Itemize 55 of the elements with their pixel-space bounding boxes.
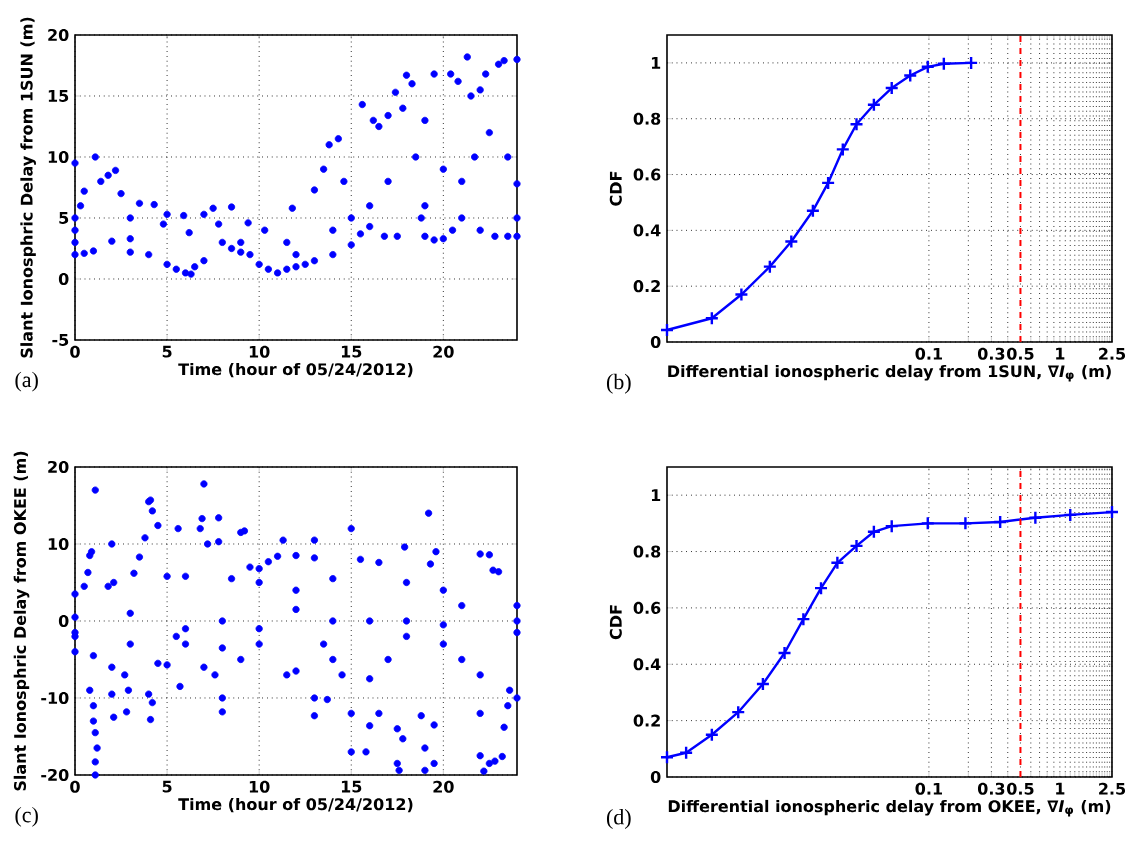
y-tick-label: 10 (48, 150, 69, 164)
y-tick-label: 15 (48, 90, 69, 102)
y-tick-label: 0.6 (633, 601, 661, 614)
y-tick-label: 0.2 (633, 280, 660, 293)
x-tick-label: 0.5 (1007, 782, 1034, 795)
x-axis-title: Time (hour of 05/24/2012) (178, 797, 413, 813)
y-tick-label: -20 (41, 768, 69, 782)
y-tick-label: 0 (58, 272, 69, 286)
x-axis-title: Differential ionospheric delay from OKEE, ∇I$_{φ}$ (m) (668, 799, 1111, 817)
y-tick-label: 5 (59, 212, 69, 224)
x-tick-label: 10 (249, 345, 270, 358)
y-tick-label: 1 (651, 489, 661, 501)
y-tick-label: 0.4 (633, 224, 661, 237)
y-tick-label: 0.6 (633, 168, 661, 181)
x-tick-label: 0.1 (915, 347, 942, 360)
x-axis-title: Time (hour of 05/24/2012) (178, 362, 413, 378)
x-tick-label: 0.3 (977, 782, 1005, 795)
x-tick-label: 5 (162, 345, 172, 358)
x-tick-label: 0.3 (977, 347, 1005, 360)
x-tick-label: 15 (341, 780, 362, 793)
x-axis-title: Differential ionospheric delay from 1SUN, ∇I$_{φ}$ (m) (668, 364, 1111, 382)
x-tick-label: 0.1 (915, 782, 942, 795)
y-tick-label: 0.8 (633, 112, 661, 125)
x-tick-label: 5 (162, 780, 172, 793)
y-tick-label: 20 (48, 28, 69, 42)
x-tick-label: 0.5 (1007, 347, 1034, 360)
y-axis-title: CDF (609, 605, 622, 640)
y-tick-label: 0.2 (633, 714, 660, 727)
y-tick-label: 20 (48, 460, 69, 474)
x-tick-label: 10 (249, 780, 270, 793)
y-tick-label: 0.8 (633, 545, 661, 558)
y-tick-label: 1 (651, 57, 661, 69)
x-tick-label: 2.5 (1099, 347, 1126, 360)
y-axis-title: CDF (609, 171, 622, 206)
y-tick-label: 0 (650, 335, 661, 349)
text: (c) (15, 806, 38, 827)
x-tick-label: 1 (1056, 347, 1065, 360)
text: (a) (15, 371, 38, 392)
y-tick-label: 0.4 (633, 658, 661, 671)
x-tick-label: 0 (70, 345, 80, 358)
text: (b) (606, 373, 631, 394)
y-tick-label: 10 (48, 537, 69, 551)
x-tick-label: 1 (1056, 782, 1065, 795)
y-axis-title: Slant Ionosphric Delay from OKEE (m) (13, 451, 30, 791)
y-axis-title: Slant Ionosphric Delay from 1SUN (m) (20, 17, 36, 358)
y-tick-label: 0 (58, 614, 69, 628)
y-tick-label: -10 (41, 691, 69, 705)
y-tick-label: -5 (52, 334, 69, 346)
text: (d) (606, 809, 631, 830)
x-tick-label: 20 (433, 345, 454, 358)
x-tick-label: 0 (70, 780, 80, 793)
x-tick-label: 20 (433, 780, 454, 793)
y-tick-label: 0 (650, 770, 661, 784)
x-tick-label: 2.5 (1099, 782, 1126, 795)
x-tick-label: 15 (341, 345, 362, 358)
